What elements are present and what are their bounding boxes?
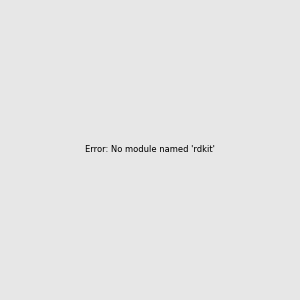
Text: Error: No module named 'rdkit': Error: No module named 'rdkit' xyxy=(85,146,215,154)
